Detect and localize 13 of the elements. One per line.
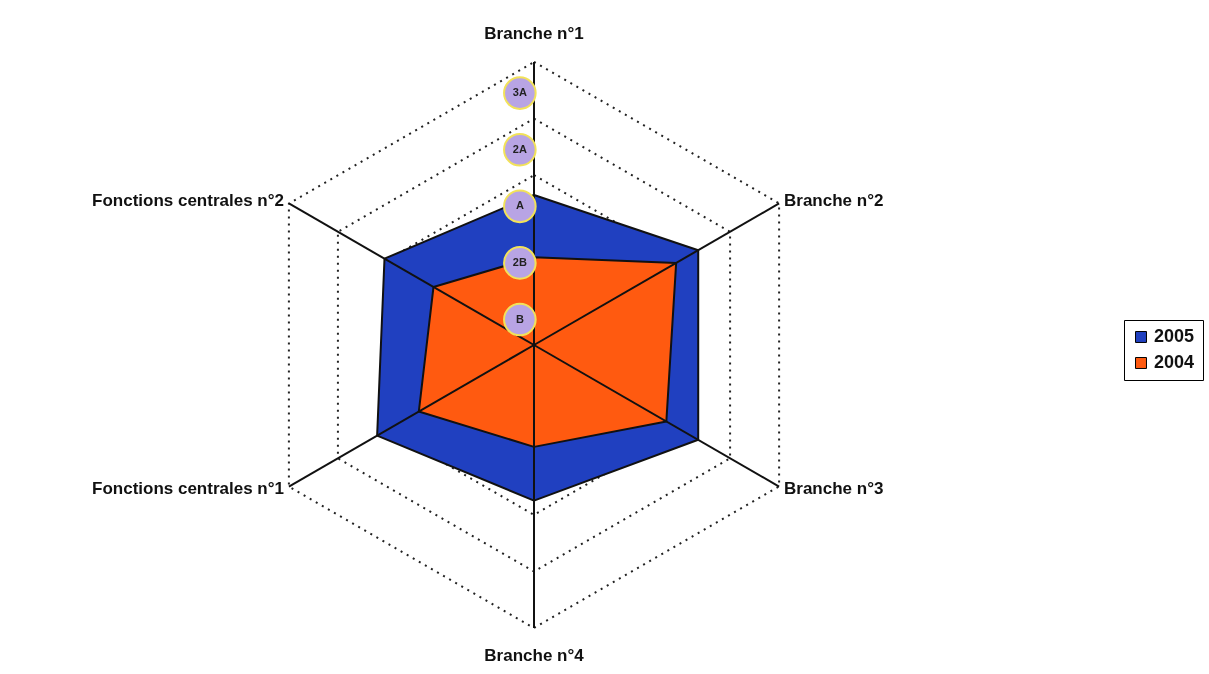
spoke-label: Branche n°2 [784,190,884,210]
legend-label: 2005 [1154,326,1195,346]
spoke-label: Branche n°4 [484,646,585,666]
spoke-label: Branche n°1 [484,23,584,43]
text: 3A [512,86,527,99]
spoke-label: Fonctions centrales n°1 [92,479,284,499]
legend-label: 2004 [1154,352,1195,372]
text: 2B [512,255,527,268]
text: 2A [512,142,527,155]
spoke-label: Fonctions centrales n°2 [92,190,284,210]
text: B [515,312,524,325]
spoke-label: Branche n°3 [784,479,884,499]
text: A [515,199,524,212]
